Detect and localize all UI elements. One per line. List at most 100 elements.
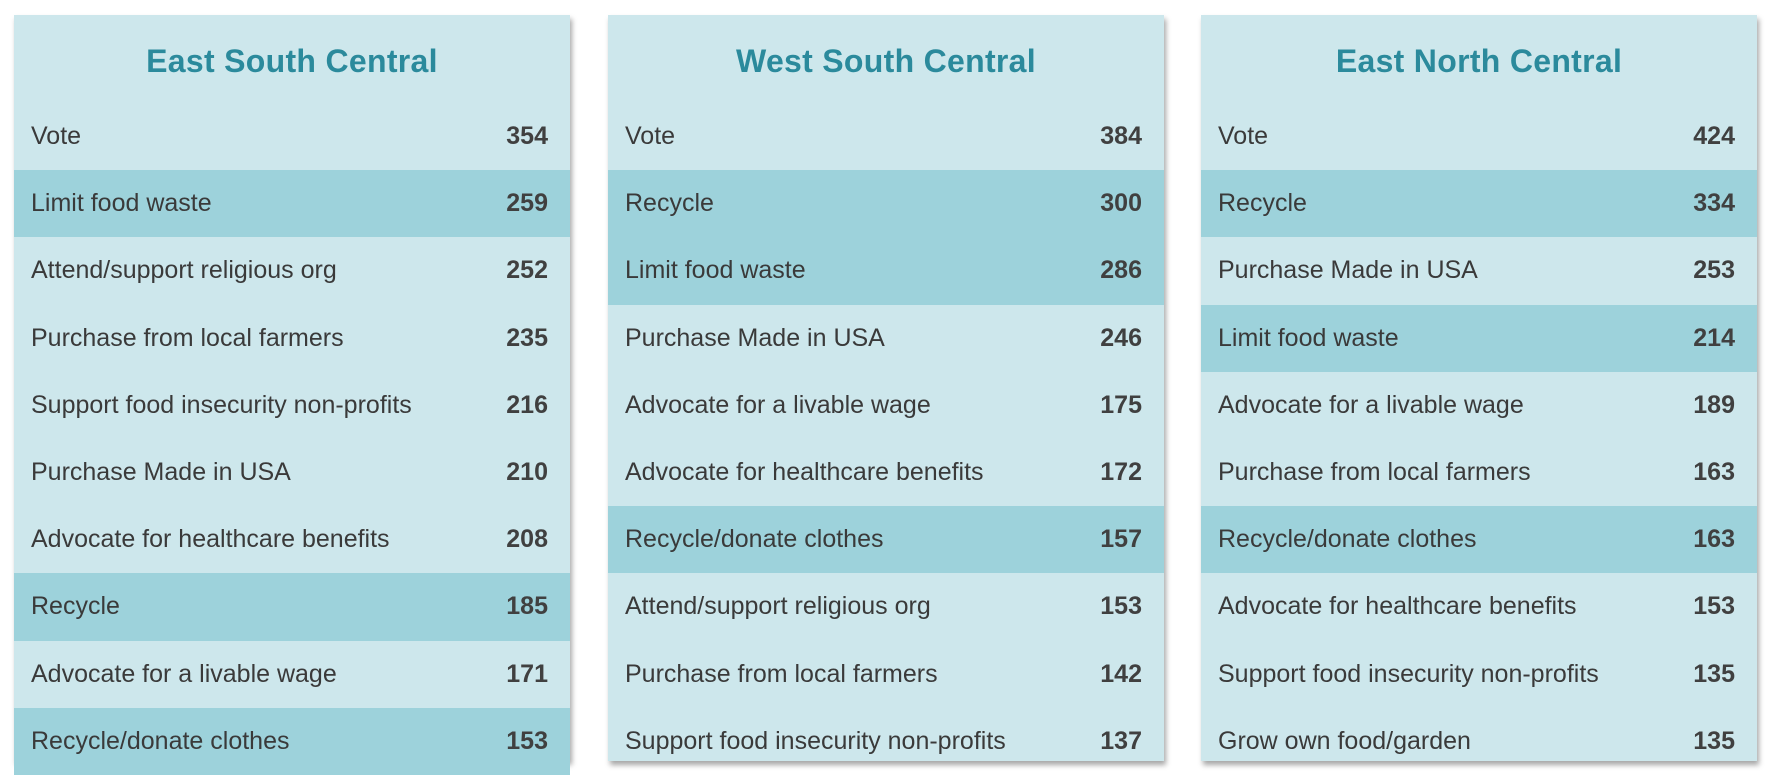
row-value: 286	[1100, 256, 1142, 285]
row-value: 214	[1693, 323, 1735, 352]
row-label: Advocate for a livable wage	[1218, 390, 1524, 419]
panel-east-south-central: East South Central Vote 354 Limit food was…	[14, 15, 570, 775]
table-row: Limit food waste 214	[1201, 304, 1757, 372]
row-value: 334	[1693, 189, 1735, 218]
table-row: Support food insecurity non-profits 137	[608, 708, 1164, 775]
row-value: 210	[506, 458, 548, 487]
table-row: Recycle 300	[608, 170, 1164, 238]
table-row: Advocate for healthcare benefits 208	[14, 506, 570, 573]
row-value: 259	[506, 189, 548, 218]
table-row: Recycle/donate clothes 157	[608, 506, 1164, 574]
row-value: 135	[1693, 726, 1735, 755]
row-value: 153	[1693, 592, 1735, 621]
row-label: Purchase Made in USA	[1218, 256, 1478, 285]
row-value: 153	[506, 726, 548, 755]
table-row: Purchase Made in USA 210	[14, 439, 570, 506]
row-value: 208	[506, 525, 548, 554]
table-row: Advocate for a livable wage 175	[608, 372, 1164, 439]
row-label: Vote	[625, 122, 676, 151]
table-row: Purchase from local farmers 163	[1201, 439, 1757, 506]
table-row: Attend/support religious org 153	[608, 573, 1164, 640]
row-label: Advocate for healthcare benefits	[625, 458, 984, 487]
table-row: Grow own food/garden 135	[1201, 708, 1757, 775]
row-value: 163	[1693, 458, 1735, 487]
table-row: Purchase Made in USA 246	[608, 305, 1164, 372]
table-row: Attend/support religious org 252	[14, 237, 570, 304]
table-row: Advocate for a livable wage 189	[1201, 372, 1757, 439]
row-value: 142	[1100, 659, 1142, 688]
row-value: 171	[506, 659, 548, 688]
table-row: Recycle/donate clothes 153	[14, 707, 570, 775]
row-label: Recycle	[1218, 189, 1307, 218]
table-row: Recycle 334	[1201, 170, 1757, 238]
row-value: 137	[1100, 726, 1142, 755]
panel-rows: Vote 354 Limit food waste 259 Attend/support…	[14, 103, 570, 775]
row-label: Vote	[1218, 122, 1269, 151]
row-label: Vote	[31, 122, 82, 151]
row-value: 384	[1100, 122, 1142, 151]
panel-east-north-central: East North Central Vote 424 Recycle 334 Purc…	[1201, 15, 1757, 761]
row-label: Recycle/donate clothes	[625, 525, 884, 554]
row-value: 157	[1100, 525, 1142, 554]
table-row: Limit food waste 259	[14, 170, 570, 238]
row-value: 252	[506, 256, 548, 285]
row-label: Advocate for healthcare benefits	[1218, 592, 1577, 621]
row-value: 246	[1100, 323, 1142, 352]
row-label: Attend/support religious org	[31, 256, 337, 285]
table-row: Support food insecurity non-profits 135	[1201, 641, 1757, 708]
table-row: Limit food waste 286	[608, 237, 1164, 305]
row-label: Purchase from local farmers	[1218, 458, 1531, 487]
table-row: Support food insecurity non-profits 216	[14, 372, 570, 439]
row-label: Purchase Made in USA	[625, 323, 885, 352]
panel-rows: Vote 384 Recycle 300 Limit food waste 286 Purc…	[608, 103, 1164, 775]
row-label: Support food insecurity non-profits	[625, 726, 1006, 755]
table-row: Advocate for healthcare benefits 172	[608, 439, 1164, 506]
row-value: 185	[506, 592, 548, 621]
table-row: Advocate for a livable wage 171	[14, 641, 570, 708]
row-value: 216	[506, 390, 548, 419]
panel-title: East South Central	[146, 43, 438, 79]
row-value: 354	[506, 122, 548, 151]
row-value: 175	[1100, 390, 1142, 419]
table-row: Vote 384	[608, 103, 1164, 170]
row-value: 300	[1100, 189, 1142, 218]
row-label: Limit food waste	[1218, 323, 1399, 352]
row-label: Support food insecurity non-profits	[1218, 659, 1599, 688]
row-label: Recycle/donate clothes	[1218, 525, 1477, 554]
table-row: Purchase from local farmers 235	[14, 305, 570, 372]
panel-rows: Vote 424 Recycle 334 Purchase Made in USA 253…	[1201, 103, 1757, 775]
table-row: Purchase from local farmers 142	[608, 641, 1164, 708]
row-label: Grow own food/garden	[1218, 726, 1471, 755]
panel-west-south-central: West South Central Vote 384 Recycle 300 Limi…	[608, 15, 1164, 761]
row-value: 253	[1693, 256, 1735, 285]
row-value: 135	[1693, 659, 1735, 688]
table-row: Vote 424	[1201, 103, 1757, 170]
row-label: Purchase from local farmers	[625, 659, 938, 688]
table-row: Advocate for healthcare benefits 153	[1201, 573, 1757, 640]
table-row: Purchase Made in USA 253	[1201, 237, 1757, 304]
row-label: Support food insecurity non-profits	[31, 390, 412, 419]
table-row: Recycle 185	[14, 573, 570, 641]
row-value: 172	[1100, 458, 1142, 487]
table-row: Vote 354	[14, 103, 570, 170]
row-label: Recycle/donate clothes	[31, 726, 290, 755]
row-label: Purchase from local farmers	[31, 323, 344, 352]
row-value: 189	[1693, 390, 1735, 419]
row-label: Advocate for a livable wage	[31, 659, 337, 688]
row-label: Limit food waste	[31, 189, 212, 218]
row-label: Advocate for a livable wage	[625, 390, 931, 419]
row-label: Advocate for healthcare benefits	[31, 525, 390, 554]
row-label: Purchase Made in USA	[31, 458, 291, 487]
table-row: Recycle/donate clothes 163	[1201, 506, 1757, 574]
row-value: 153	[1100, 592, 1142, 621]
panel-title: West South Central	[736, 43, 1036, 79]
row-label: Limit food waste	[625, 256, 806, 285]
panel-title: East North Central	[1335, 43, 1623, 79]
row-label: Recycle	[625, 189, 714, 218]
row-value: 163	[1693, 525, 1735, 554]
row-value: 235	[506, 323, 548, 352]
row-label: Attend/support religious org	[625, 592, 931, 621]
row-value: 424	[1693, 122, 1735, 151]
row-label: Recycle	[31, 592, 120, 621]
